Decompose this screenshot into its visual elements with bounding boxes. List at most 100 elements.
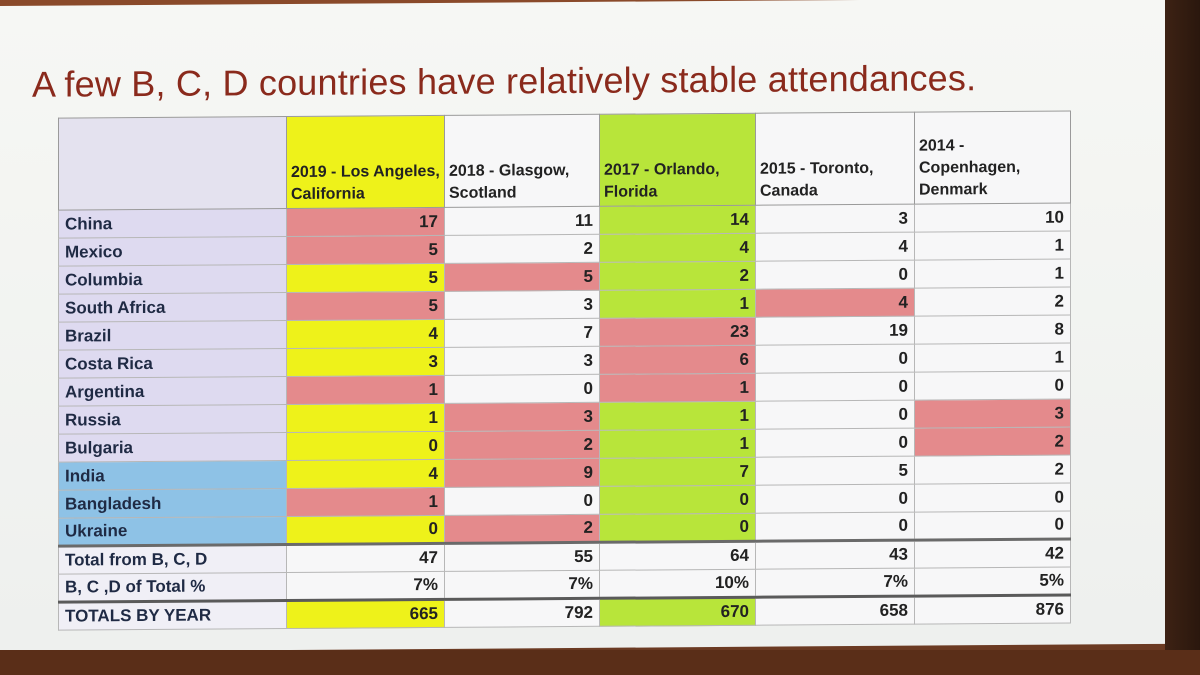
country-cell: South Africa (58, 292, 287, 323)
value-cell: 1 (914, 231, 1071, 261)
value-cell: 4 (599, 233, 756, 263)
country-cell: Argentina (58, 376, 287, 407)
value-cell: 2 (444, 430, 600, 460)
value-cell: 9 (444, 458, 600, 488)
value-cell: 0 (755, 512, 915, 542)
value-cell: 5 (755, 456, 915, 486)
value-cell: 0 (755, 260, 915, 290)
summary-value: 55 (444, 542, 600, 572)
value-cell: 3 (444, 290, 600, 320)
value-cell: 11 (444, 206, 600, 236)
value-cell: 2 (914, 455, 1071, 485)
value-cell: 3 (755, 204, 915, 234)
value-cell: 0 (755, 484, 915, 514)
country-cell: Mexico (58, 236, 287, 267)
summary-value: 47 (286, 543, 445, 573)
value-cell: 3 (286, 347, 445, 377)
value-cell: 4 (755, 232, 915, 262)
country-cell: Brazil (58, 320, 287, 351)
summary-value: 876 (914, 595, 1071, 625)
summary-value: 792 (444, 598, 600, 628)
value-cell: 0 (286, 431, 445, 461)
header-2015: 2015 - Toronto, Canada (755, 112, 915, 206)
value-cell: 4 (286, 459, 445, 489)
value-cell: 4 (286, 319, 445, 349)
value-cell: 19 (755, 316, 915, 346)
summary-value: 665 (286, 599, 445, 629)
header-2014: 2014 - Copenhagen, Denmark (914, 111, 1071, 205)
summary-value: 43 (755, 540, 915, 570)
summary-label: Total from B, C, D (58, 544, 287, 575)
value-cell: 7 (444, 318, 600, 348)
country-cell: China (58, 208, 287, 239)
value-cell: 0 (914, 371, 1071, 401)
value-cell: 5 (444, 262, 600, 292)
value-cell: 4 (755, 288, 915, 318)
value-cell: 0 (914, 483, 1071, 513)
value-cell: 0 (444, 486, 600, 516)
value-cell: 14 (599, 205, 756, 235)
value-cell: 0 (755, 428, 915, 458)
summary-label: B, C ,D of Total % (58, 572, 287, 603)
value-cell: 5 (286, 235, 445, 265)
value-cell: 2 (914, 287, 1071, 317)
country-cell: Costa Rica (58, 348, 287, 379)
summary-value: 7% (755, 568, 915, 598)
summary-value: 64 (599, 541, 756, 571)
value-cell: 7 (599, 457, 756, 487)
presentation-slide: A few B, C, D countries have relatively … (0, 0, 1168, 652)
value-cell: 2 (444, 514, 600, 544)
country-cell: Bulgaria (58, 432, 287, 463)
value-cell: 3 (444, 346, 600, 376)
country-cell: Russia (58, 404, 287, 435)
value-cell: 23 (599, 317, 756, 347)
value-cell: 1 (599, 401, 756, 431)
value-cell: 0 (755, 400, 915, 430)
value-cell: 0 (755, 344, 915, 374)
value-cell: 1 (599, 373, 756, 403)
value-cell: 5 (286, 291, 445, 321)
value-cell: 2 (599, 261, 756, 291)
country-cell: Ukraine (58, 516, 287, 547)
header-2017: 2017 - Orlando, Florida (599, 113, 756, 207)
slide-title: A few B, C, D countries have relatively … (32, 57, 977, 105)
summary-row-totals-by-year: TOTALS BY YEAR 665 792 670 658 876 (58, 595, 1071, 631)
header-blank (58, 116, 287, 211)
summary-value: 7% (444, 570, 600, 600)
value-cell: 6 (599, 345, 756, 375)
summary-value: 5% (914, 567, 1071, 597)
value-cell: 8 (914, 315, 1071, 345)
summary-value: 42 (914, 539, 1071, 569)
summary-value: 670 (599, 597, 756, 627)
value-cell: 0 (755, 372, 915, 402)
value-cell: 1 (286, 403, 445, 433)
value-cell: 3 (914, 399, 1071, 429)
value-cell: 2 (914, 427, 1071, 457)
value-cell: 0 (286, 515, 445, 545)
value-cell: 10 (914, 203, 1071, 233)
header-2019: 2019 - Los Angeles, California (286, 115, 445, 209)
value-cell: 2 (444, 234, 600, 264)
value-cell: 0 (914, 511, 1071, 541)
attendance-table: 2019 - Los Angeles, California 2018 - Gl… (58, 111, 1071, 631)
summary-label: TOTALS BY YEAR (58, 600, 287, 631)
value-cell: 1 (286, 487, 445, 517)
value-cell: 1 (914, 343, 1071, 373)
value-cell: 1 (599, 289, 756, 319)
summary-value: 658 (755, 596, 915, 626)
header-2018: 2018 - Glasgow, Scotland (444, 114, 600, 208)
value-cell: 0 (599, 513, 756, 543)
value-cell: 3 (444, 402, 600, 432)
country-cell: Bangladesh (58, 488, 287, 519)
value-cell: 1 (914, 259, 1071, 289)
value-cell: 5 (286, 263, 445, 293)
value-cell: 1 (286, 375, 445, 405)
projector-frame-bottom (0, 650, 1200, 675)
value-cell: 0 (444, 374, 600, 404)
summary-value: 7% (286, 571, 445, 601)
header-row: 2019 - Los Angeles, California 2018 - Gl… (58, 111, 1071, 211)
country-cell: India (58, 460, 287, 491)
country-cell: Columbia (58, 264, 287, 295)
projector-frame-right (1165, 0, 1200, 675)
summary-value: 10% (599, 569, 756, 599)
